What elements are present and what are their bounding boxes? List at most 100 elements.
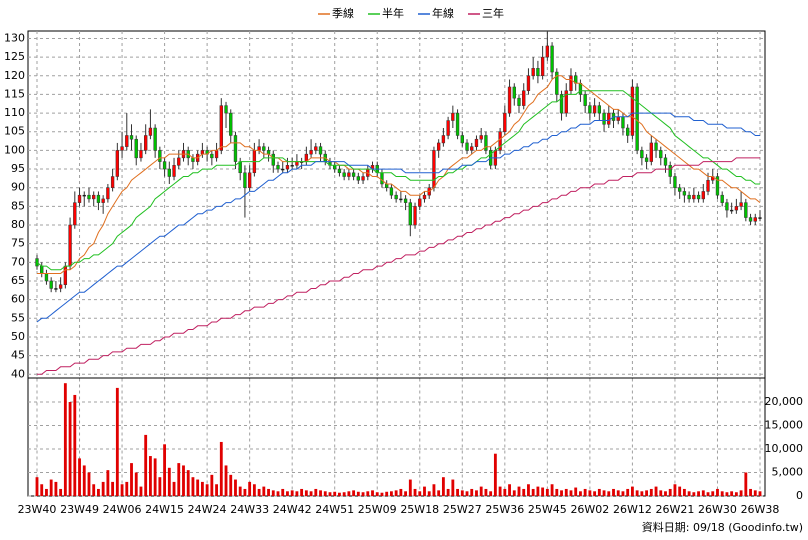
- volume-bar: [413, 488, 417, 496]
- volume-bar: [290, 490, 294, 496]
- volume-bar: [645, 490, 649, 496]
- candle-body: [470, 146, 474, 151]
- volume-bar: [739, 490, 743, 496]
- candle-body: [706, 179, 710, 192]
- volume-bar: [177, 463, 181, 496]
- volume-bar: [446, 488, 450, 496]
- candle-body: [172, 165, 176, 177]
- x-tick-label: 24W42: [273, 503, 312, 516]
- volume-bar: [120, 484, 124, 496]
- candle-body: [58, 284, 63, 289]
- volume-bar: [687, 491, 691, 496]
- candle-body: [276, 165, 280, 170]
- grid: [28, 31, 765, 497]
- candle-body: [436, 142, 441, 151]
- volume-bar: [597, 488, 601, 496]
- candle-body: [77, 194, 82, 203]
- volume-bar: [219, 441, 223, 496]
- volume-bar: [649, 488, 653, 496]
- volume-bar: [73, 394, 77, 496]
- candle-body: [219, 105, 223, 151]
- y-tick-label: 125: [4, 50, 25, 63]
- volume-bar: [347, 491, 351, 496]
- volume-bar: [441, 477, 445, 496]
- candle-body: [540, 56, 545, 77]
- candle-body: [110, 176, 115, 188]
- volume-bar: [35, 477, 39, 496]
- volume-bar: [682, 488, 686, 496]
- candle-body: [744, 202, 748, 218]
- y-tick-label: 115: [4, 87, 25, 100]
- candle-body: [512, 86, 516, 99]
- candle-body: [347, 172, 351, 177]
- candle-body: [148, 127, 153, 136]
- candle-body: [63, 265, 68, 285]
- x-tick-label: 24W33: [230, 503, 269, 516]
- x-tick-label: 25W45: [528, 503, 567, 516]
- candle-body: [158, 150, 162, 162]
- candle-body: [129, 135, 134, 140]
- volume-bar: [163, 444, 167, 496]
- ma-line: [37, 75, 761, 274]
- volume-bar: [371, 490, 374, 496]
- candle-body: [753, 217, 757, 222]
- candle-body: [162, 161, 167, 170]
- candle-body: [640, 150, 644, 159]
- candle-body: [626, 127, 630, 136]
- volume-bar: [508, 484, 511, 496]
- candle-body: [479, 135, 483, 140]
- volume-bar: [309, 491, 313, 496]
- candle-body: [54, 288, 58, 290]
- candle-body: [115, 150, 120, 177]
- volume-bar: [375, 492, 379, 496]
- volume-bar: [753, 490, 757, 496]
- volume-bar: [97, 488, 100, 496]
- candle-body: [191, 157, 195, 162]
- volume-bar: [144, 434, 148, 496]
- volume-bar: [574, 487, 578, 496]
- volume-bar: [593, 491, 597, 496]
- x-tick-label: 24W51: [315, 503, 354, 516]
- y-tick-label: 80: [11, 218, 25, 231]
- candle-body: [87, 194, 91, 200]
- volume-bar: [399, 488, 403, 496]
- candle-body: [432, 150, 436, 188]
- volume-bar: [148, 456, 152, 496]
- volume-bar: [545, 488, 549, 496]
- candle-body: [243, 172, 247, 188]
- volume-bar: [92, 484, 96, 496]
- candle-body: [517, 97, 521, 106]
- volume-bar: [408, 479, 412, 496]
- candle-body: [285, 165, 290, 170]
- candle-body: [314, 146, 318, 151]
- volume-bar: [286, 491, 289, 496]
- volume-bar: [319, 490, 322, 496]
- volume-bar: [503, 488, 507, 496]
- candle-body: [167, 168, 171, 177]
- candle-body: [153, 127, 157, 151]
- volume-bar: [182, 465, 185, 496]
- volume-bar: [63, 383, 67, 496]
- candle-body: [394, 194, 398, 200]
- legend-label: 年線: [432, 6, 454, 20]
- volume-bar: [423, 486, 426, 496]
- volume-bar: [323, 491, 327, 496]
- volume-bar: [550, 484, 554, 496]
- candle-body: [238, 161, 242, 174]
- candle-body: [536, 68, 540, 77]
- candle-body: [739, 202, 743, 207]
- candle-body: [233, 135, 238, 162]
- y-tick-label: 95: [11, 162, 25, 175]
- candle-body: [602, 112, 606, 125]
- candle-body: [531, 68, 535, 77]
- candle-body: [677, 187, 682, 192]
- candle-body: [120, 146, 124, 151]
- volume-bar: [186, 470, 190, 496]
- volume-bar: [338, 492, 341, 496]
- volume-bar: [200, 481, 204, 496]
- y-tick-label: 55: [11, 311, 25, 324]
- volume-bar: [418, 491, 422, 496]
- candle-body: [290, 165, 294, 167]
- candle-body: [564, 90, 568, 114]
